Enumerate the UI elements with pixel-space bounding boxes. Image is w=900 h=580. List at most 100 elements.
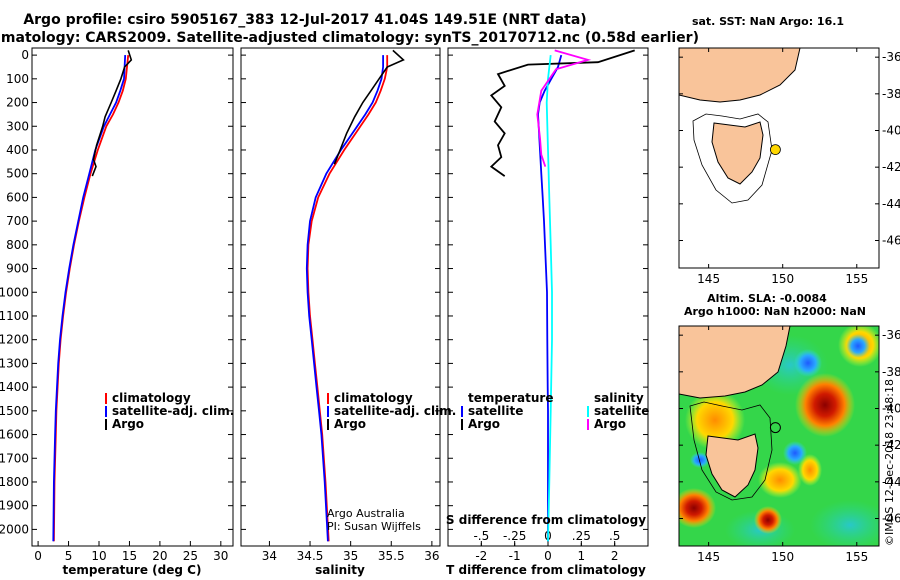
x-tick-label: 34.5	[297, 549, 324, 563]
map-y-tick-label: -38	[882, 87, 900, 101]
sst-map-title: sat. SST: NaN Argo: 16.1	[692, 15, 844, 28]
temperature-axes-frame	[31, 47, 234, 547]
series-line-climatology	[306, 55, 389, 542]
y-tick-label: 1700	[0, 451, 29, 465]
map-y-tick-label: -46	[882, 234, 900, 248]
x-tick-label: 35.5	[378, 549, 405, 563]
difference-panel: -2 -1 0 1 2-.5 -.25 0.25.5 T difference from c…	[446, 47, 649, 577]
legend-swatch-climatology	[105, 393, 107, 404]
sla-bathymetry-contour	[689, 401, 773, 501]
x-tick-label: -1	[509, 549, 521, 563]
legend-label-argo: Argo	[112, 417, 144, 431]
map-y-tick-label: -38	[882, 365, 900, 379]
x-tick-label: 15	[122, 549, 137, 563]
legend-swatch-argo	[327, 419, 329, 430]
sla-warm-patch	[685, 390, 745, 450]
legend-swatch-satellite	[327, 406, 329, 417]
salinity-legend: climatology satellite-adj. clim. Argo	[327, 391, 456, 431]
map-y-tick-label: -44	[882, 475, 900, 489]
map-y-tick-label: -40	[882, 124, 900, 138]
sst-map-land	[679, 48, 801, 204]
map-y-tick-label: -42	[882, 438, 900, 452]
map-x-tick-label: 150	[771, 550, 794, 564]
x2-tick-label: .25	[572, 529, 591, 543]
series-line-argo	[91, 50, 133, 177]
x-tick-label: 5	[65, 549, 73, 563]
tasmania	[705, 433, 759, 498]
y-tick-label: 1200	[0, 333, 29, 347]
map-x-tick-label: 155	[845, 550, 868, 564]
y-tick-label: 800	[6, 238, 29, 252]
x2-tick-label: -.25	[503, 529, 526, 543]
sla-eddy-warm-core	[679, 488, 716, 528]
sla-eddy-warm-core	[795, 373, 855, 437]
legend-label-s-satellite: satellite	[594, 404, 649, 418]
mainland-australia	[679, 326, 791, 399]
sst-argo-position-marker	[770, 144, 781, 156]
salinity-xlabel: salinity	[315, 563, 365, 577]
sla-argo-position-marker	[769, 422, 781, 434]
y-tick-label: 700	[6, 214, 29, 228]
y-tick-label: 1300	[0, 356, 29, 370]
y-tick-label: 200	[6, 96, 29, 110]
map-x-tick-label: 145	[697, 550, 720, 564]
sla-map-title-1: Altim. SLA: -0.0084	[707, 292, 827, 305]
sla-eddy-cold-core	[846, 334, 870, 358]
legend-label-satellite: satellite-adj. clim.	[112, 404, 234, 418]
y-tick-label: 0	[21, 48, 29, 62]
sla-eddy-warm-core	[754, 506, 782, 534]
credit-pi: PI: Susan Wijffels	[327, 520, 421, 533]
y-tick-label: 100	[6, 72, 29, 86]
difference-legend: temperature satellite Argo salinity sate…	[461, 391, 649, 431]
s-difference-xlabel: S difference from climatology	[446, 513, 646, 527]
title-line-2: Climatology: CARS2009. Satellite-adjuste…	[0, 30, 699, 46]
sla-warm-patch	[798, 454, 822, 486]
y-tick-label: 1500	[0, 404, 29, 418]
sla-map-title-2: Argo h1000: NaN h2000: NaN	[684, 305, 866, 318]
tasmania	[711, 121, 764, 185]
x-tick-label: 34	[262, 549, 277, 563]
map-x-tick-label: 145	[697, 272, 720, 286]
y-tick-label: 400	[6, 143, 29, 157]
t-difference-xlabel: T difference from climatology	[446, 563, 646, 577]
legend-label-satellite: satellite-adj. clim.	[334, 404, 456, 418]
y-tick-label: 300	[6, 119, 29, 133]
x-tick-label: 0	[544, 549, 552, 563]
x2-tick-label: -.5	[473, 529, 489, 543]
legend-title-temperature: temperature	[468, 391, 553, 405]
salinity-panel: 34 34.5 35 35.5 36 salinity climatology sate…	[240, 47, 456, 577]
y-tick-label: 1100	[0, 309, 29, 323]
x-tick-label: -2	[475, 549, 487, 563]
legend-label-t-satellite: satellite	[468, 404, 523, 418]
legend-label-climatology: climatology	[334, 391, 413, 405]
series-line-salinity-satellite	[545, 54, 553, 542]
legend-swatch-s-argo	[587, 419, 589, 430]
sla-map-frame	[678, 325, 880, 547]
series-line-satellite-adj-clim-	[52, 55, 127, 542]
x-tick-label: 0	[34, 549, 42, 563]
map-y-tick-label: -36	[882, 50, 900, 64]
legend-swatch-t-argo	[461, 419, 463, 430]
sla-teal-patch	[810, 500, 879, 546]
legend-swatch-s-satellite	[587, 406, 589, 417]
legend-label-climatology: climatology	[112, 391, 191, 405]
legend-swatch-satellite	[105, 406, 107, 417]
salinity-axes-frame	[240, 47, 441, 547]
map-x-tick-label: 155	[845, 272, 868, 286]
y-tick-label: 1400	[0, 380, 29, 394]
series-line-satellite-adj-clim-	[305, 55, 385, 542]
y-tick-label: 600	[6, 190, 29, 204]
map-x-tick-label: 150	[771, 272, 794, 286]
legend-label-s-argo: Argo	[594, 417, 626, 431]
map-y-tick-label: -36	[882, 328, 900, 342]
sla-warm-patch	[758, 462, 802, 498]
mainland-australia	[679, 48, 801, 103]
y-tick-label: 900	[6, 262, 29, 276]
x-tick-label: 30	[213, 549, 228, 563]
y-tick-label: 2000	[0, 522, 29, 536]
map-y-tick-label: -40	[882, 402, 900, 416]
title-line-1: Argo profile: csiro 5905167_383 12-Jul-2…	[23, 12, 586, 28]
imos-watermark: ©IMOS 12-Dec-2018 23:48:18	[883, 379, 896, 546]
temperature-xlabel: temperature (deg C)	[63, 563, 202, 577]
